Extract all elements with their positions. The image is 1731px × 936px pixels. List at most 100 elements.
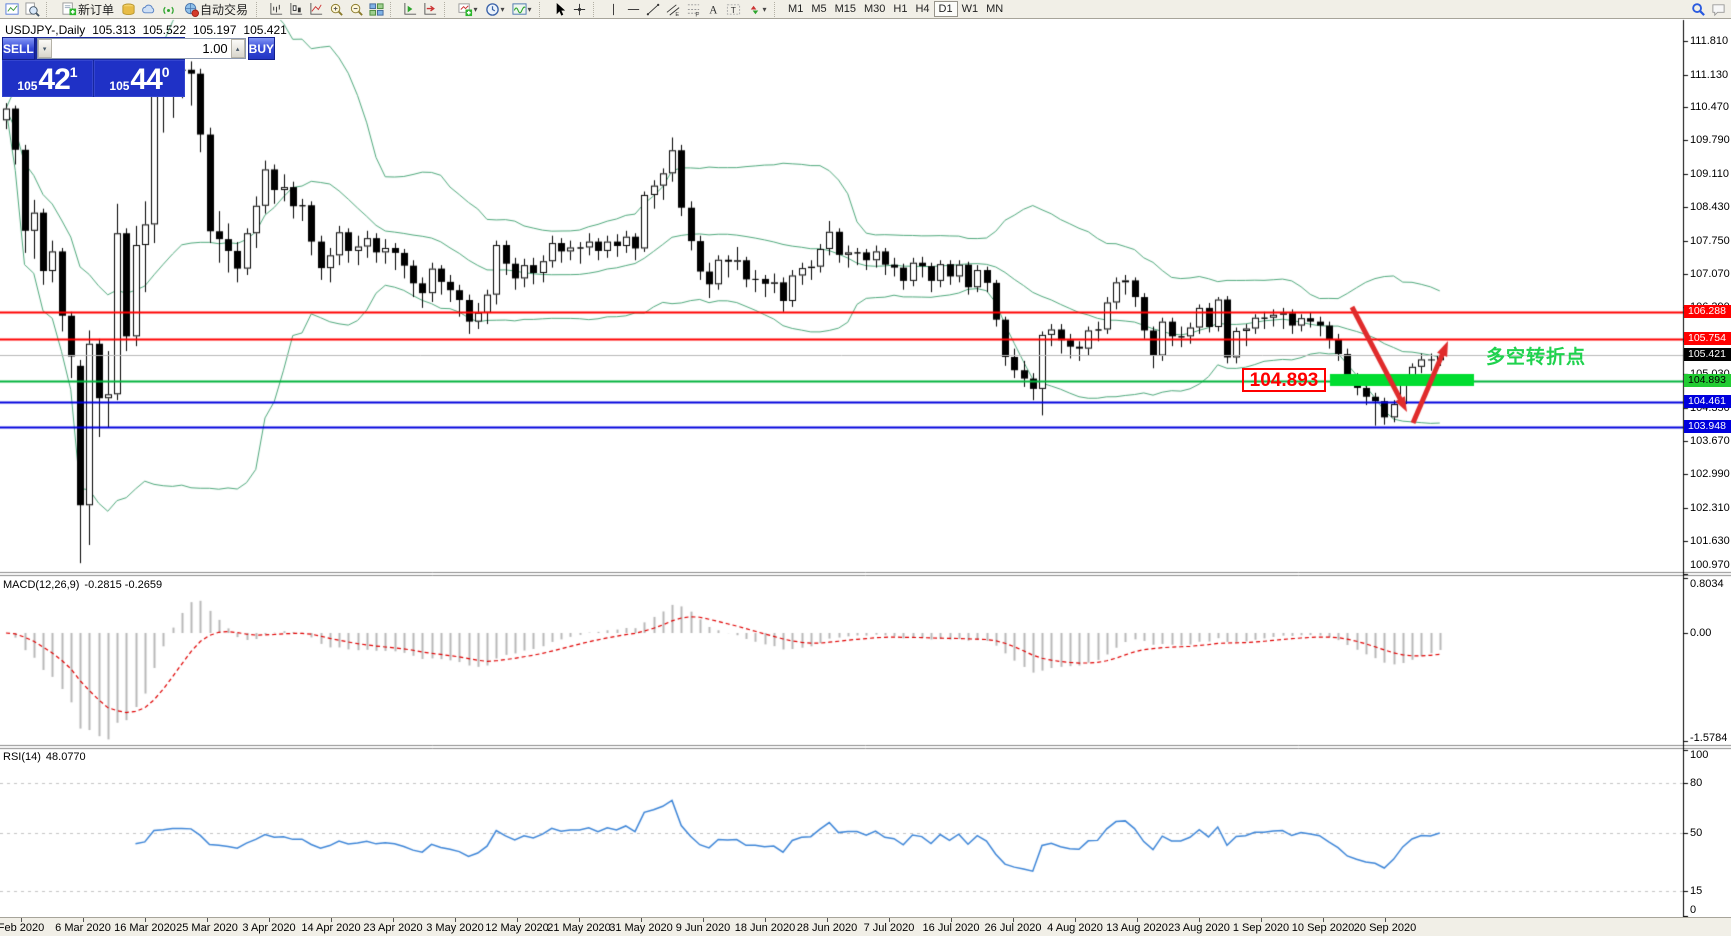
price-line-tag: 104.893: [1684, 374, 1731, 387]
date-tick-mark: [145, 918, 146, 922]
volume-decrease-button[interactable]: ▾: [37, 39, 52, 58]
history-center-icon[interactable]: [118, 1, 138, 18]
price-line-tag: 105.754: [1684, 332, 1731, 345]
market-watch-icon[interactable]: [22, 1, 42, 18]
buy-price-prefix: 105: [109, 79, 130, 93]
rsi-tick-label: 0: [1690, 904, 1697, 916]
price-line-tag: 103.948: [1684, 420, 1731, 433]
rsi-tick-label: 100: [1690, 749, 1709, 761]
price-tick-label: 102.990: [1690, 468, 1730, 481]
price-tick-label: 111.130: [1690, 68, 1729, 81]
date-tick-label: 21 May 2020: [547, 922, 611, 934]
sell-price-button[interactable]: 105 42 1: [2, 60, 93, 97]
date-tick-label: 13 Aug 2020: [1106, 922, 1168, 934]
date-tick-mark: [1013, 918, 1014, 922]
new-order-button[interactable]: 新订单: [56, 1, 118, 18]
buy-price-button[interactable]: 105 44 0: [94, 60, 185, 97]
signals-icon[interactable]: [158, 1, 178, 18]
auto-scroll-icon[interactable]: [400, 1, 420, 18]
date-tick-label: 25 Mar 2020: [176, 922, 238, 934]
timeframe-m30[interactable]: M30: [864, 3, 886, 15]
date-tick-mark: [1137, 918, 1138, 922]
date-tick-mark: [21, 918, 22, 922]
date-tick-label: 31 May 2020: [609, 922, 673, 934]
date-tick-mark: [827, 918, 828, 922]
timeframe-mn[interactable]: MN: [986, 3, 1004, 15]
chart-window-icon[interactable]: [2, 1, 22, 18]
line-chart-mode-icon[interactable]: [306, 1, 326, 18]
date-tick-mark: [1261, 918, 1262, 922]
bar-chart-mode-icon[interactable]: [266, 1, 286, 18]
volume-increase-button[interactable]: ▴: [230, 39, 245, 58]
turning-point-annotation: 多空转折点: [1486, 347, 1587, 368]
timeframe-m5[interactable]: M5: [811, 3, 827, 15]
crosshair-icon[interactable]: [569, 1, 589, 18]
price-tick-label: 102.310: [1690, 501, 1730, 514]
svg-text:F: F: [695, 11, 699, 16]
svg-text:A: A: [709, 4, 718, 16]
toolbar-separator: [539, 1, 546, 17]
trendline-icon[interactable]: [643, 1, 663, 18]
chevron-down-icon: ▾: [473, 4, 478, 14]
text-label-icon[interactable]: T: [723, 1, 743, 18]
search-icon[interactable]: [1688, 1, 1708, 18]
date-tick-mark: [269, 918, 270, 922]
volume-input[interactable]: [51, 39, 231, 58]
date-tick-mark: [703, 918, 704, 922]
timeframe-d1[interactable]: D1: [933, 1, 958, 17]
date-tick-label: 26 Jul 2020: [984, 922, 1042, 934]
horizontal-line-icon[interactable]: [623, 1, 643, 18]
price-tick-label: 107.070: [1690, 268, 1730, 280]
timeframe-m1[interactable]: M1: [788, 3, 804, 15]
chevron-down-icon: ▾: [527, 4, 532, 14]
candle-chart-mode-icon[interactable]: [286, 1, 306, 18]
periods-icon[interactable]: ▾: [481, 1, 508, 18]
macd-tick-label: 0.00: [1690, 627, 1712, 639]
date-tick-label: 14 Apr 2020: [301, 922, 361, 934]
arrows-icon[interactable]: ▾: [743, 1, 770, 18]
chevron-down-icon: ▾: [500, 4, 505, 14]
tile-windows-icon[interactable]: [366, 1, 386, 18]
timeframe-h1[interactable]: H1: [893, 3, 908, 15]
buy-button[interactable]: BUY: [247, 37, 276, 60]
date-tick-mark: [1199, 918, 1200, 922]
ohlc-high: 105.522: [142, 23, 187, 37]
indicators-icon[interactable]: ▾: [508, 1, 535, 18]
chat-icon[interactable]: [1708, 1, 1728, 18]
vertical-line-icon[interactable]: [603, 1, 623, 18]
new-chart-icon[interactable]: ▾: [454, 1, 481, 18]
date-tick-label: 7 Jul 2020: [863, 922, 915, 934]
date-tick-mark: [517, 918, 518, 922]
price-line-tag: 105.421: [1684, 348, 1731, 361]
equidistant-channel-icon[interactable]: E: [663, 1, 683, 18]
sell-price-pipette: 1: [69, 64, 78, 80]
cloud-icon[interactable]: [138, 1, 158, 18]
date-axis: Feb 2020 6 Mar 2020 16 Mar 2020 25 Mar 2020…: [0, 917, 1731, 936]
chart-shift-icon[interactable]: [420, 1, 440, 18]
date-tick-mark: [1075, 918, 1076, 922]
date-tick-mark: [331, 918, 332, 922]
zoom-in-icon[interactable]: [326, 1, 346, 18]
timeframe-w1[interactable]: W1: [961, 3, 979, 15]
volume-stepper: ▾ ▴: [36, 38, 246, 59]
date-tick-label: 3 May 2020: [426, 922, 484, 934]
timeframe-m15[interactable]: M15: [834, 3, 856, 15]
date-tick-mark: [1385, 918, 1386, 922]
timeframe-h4[interactable]: H4: [915, 3, 930, 15]
price-line-tag: 106.288: [1684, 305, 1731, 318]
sell-button[interactable]: SELL: [2, 37, 35, 60]
svg-text:T: T: [730, 4, 735, 14]
fibonacci-icon[interactable]: F: [683, 1, 703, 18]
ohlc-close: 105.421: [243, 23, 287, 37]
sell-price-prefix: 105: [17, 79, 38, 93]
text-icon[interactable]: A: [703, 1, 723, 18]
zoom-out-icon[interactable]: [346, 1, 366, 18]
rsi-indicator-label: RSI(14) 48.0770: [3, 751, 91, 763]
auto-trading-button[interactable]: 自动交易: [178, 1, 252, 18]
toolbar-separator: [256, 1, 263, 17]
toolbar-separator: [774, 1, 781, 17]
date-tick-label: 12 May 2020: [485, 922, 549, 934]
cursor-icon[interactable]: [549, 1, 569, 18]
